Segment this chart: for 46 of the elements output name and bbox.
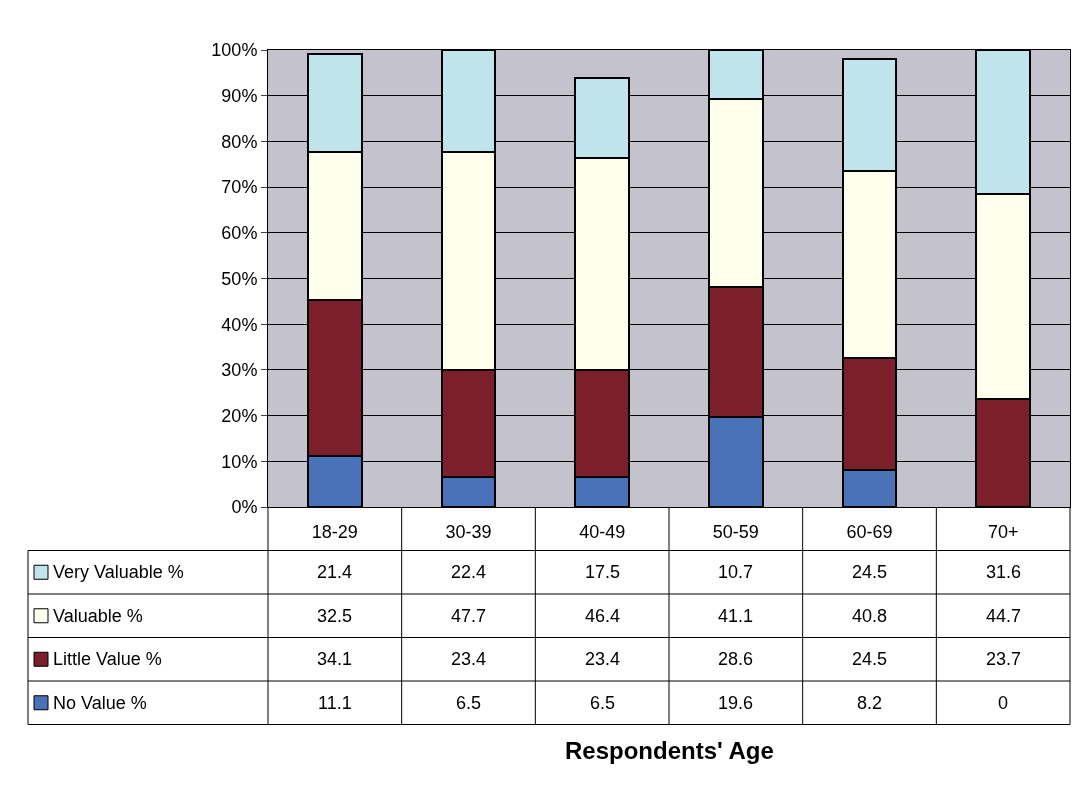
- data-label: 23.4: [451, 649, 487, 669]
- x-tick-label: 60-69: [846, 521, 893, 542]
- y-tick-label: 90%: [221, 86, 258, 106]
- y-tick-label: 60%: [221, 223, 258, 244]
- legend-label: Very Valuable %: [53, 562, 184, 582]
- data-label: 23.7: [986, 649, 1022, 669]
- data-label: 47.7: [451, 606, 487, 626]
- data-label: 24.5: [852, 562, 888, 582]
- data-label: 46.4: [585, 606, 621, 626]
- data-label: 44.7: [986, 606, 1022, 626]
- data-label: 34.1: [317, 649, 353, 669]
- data-label: 31.6: [986, 562, 1022, 582]
- x-tick-label: 70+: [987, 521, 1019, 542]
- y-tick-label: 30%: [221, 360, 258, 381]
- y-tick-label: 50%: [221, 268, 258, 289]
- data-label: 6.5: [590, 693, 616, 713]
- data-label: 0: [998, 693, 1009, 713]
- x-tick-label: 50-59: [712, 521, 759, 542]
- data-label: 10.7: [718, 562, 754, 582]
- data-label: 17.5: [585, 562, 621, 582]
- data-label: 8.2: [857, 693, 883, 713]
- legend-label: Valuable %: [53, 606, 143, 626]
- legend-label: Little Value %: [53, 649, 162, 669]
- y-tick-label: 80%: [221, 131, 258, 152]
- x-tick-label: 30-39: [445, 521, 492, 542]
- data-label: 41.1: [718, 606, 754, 626]
- data-label: 11.1: [318, 693, 352, 713]
- data-label: 23.4: [585, 649, 621, 669]
- text: Respondents' Age: [565, 737, 774, 764]
- data-label: 21.4: [317, 562, 353, 582]
- data-label: 24.5: [852, 649, 888, 669]
- data-label: 6.5: [456, 693, 482, 713]
- y-tick-label: 40%: [221, 314, 258, 335]
- data-label: 28.6: [718, 649, 754, 669]
- x-tick-label: 18-29: [311, 521, 358, 542]
- x-tick-label: 40-49: [579, 521, 626, 542]
- y-tick-label: 0%: [231, 497, 258, 518]
- y-tick-label: 10%: [221, 451, 258, 472]
- data-label: 40.8: [852, 606, 888, 626]
- y-tick-label: 20%: [221, 405, 258, 426]
- legend-label: No Value %: [53, 693, 147, 713]
- data-label: 19.6: [718, 693, 754, 713]
- data-label: 32.5: [317, 606, 353, 626]
- y-tick-label: 100%: [211, 40, 258, 61]
- data-label: 22.4: [451, 562, 487, 582]
- y-tick-label: 70%: [221, 177, 258, 198]
